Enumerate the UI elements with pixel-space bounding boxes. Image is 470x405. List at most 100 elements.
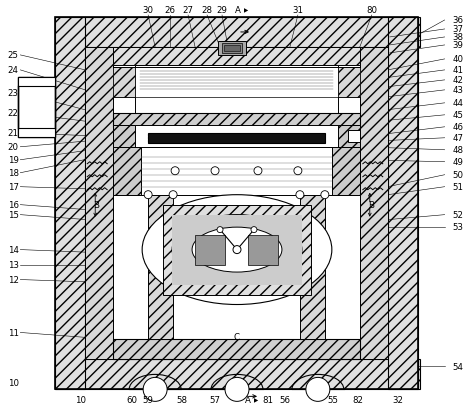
Bar — [218, 42, 246, 56]
Bar — [332, 147, 360, 195]
Bar — [55, 18, 85, 390]
Text: 18: 18 — [8, 169, 19, 178]
Text: ▶: ▶ — [244, 9, 248, 13]
Text: B: B — [93, 200, 99, 210]
Bar — [55, 18, 420, 48]
Text: 25: 25 — [8, 51, 19, 60]
Bar — [148, 134, 325, 143]
Text: 81: 81 — [262, 395, 274, 404]
Text: 41: 41 — [452, 66, 463, 75]
Text: 21: 21 — [8, 129, 19, 138]
Text: 36: 36 — [452, 17, 463, 26]
Text: 16: 16 — [8, 200, 19, 210]
Text: 28: 28 — [202, 6, 212, 15]
Text: 59: 59 — [143, 395, 154, 404]
Bar — [18, 128, 55, 137]
Bar — [113, 48, 360, 66]
Text: 29: 29 — [217, 6, 227, 15]
Text: 48: 48 — [452, 146, 463, 155]
Text: 50: 50 — [452, 171, 463, 180]
Text: 30: 30 — [142, 6, 154, 15]
Text: 53: 53 — [452, 223, 463, 232]
Circle shape — [144, 191, 152, 199]
Text: 51: 51 — [452, 183, 463, 192]
Bar — [113, 195, 360, 360]
Circle shape — [143, 377, 167, 401]
Bar — [18, 78, 55, 87]
Circle shape — [171, 167, 179, 175]
Text: 37: 37 — [452, 26, 463, 34]
Bar — [85, 48, 113, 360]
Text: 49: 49 — [452, 158, 463, 167]
Text: 40: 40 — [452, 55, 463, 64]
Circle shape — [251, 227, 257, 233]
Circle shape — [306, 377, 330, 401]
Bar — [113, 147, 141, 195]
Text: 56: 56 — [280, 395, 290, 404]
Text: 15: 15 — [8, 211, 19, 220]
Text: 31: 31 — [292, 6, 304, 15]
Text: 54: 54 — [452, 362, 463, 371]
Text: 38: 38 — [452, 33, 463, 43]
Text: 43: 43 — [452, 86, 463, 95]
Circle shape — [211, 167, 219, 175]
Text: 82: 82 — [352, 395, 363, 404]
Bar — [113, 126, 135, 147]
Text: 22: 22 — [8, 109, 19, 118]
Text: 58: 58 — [177, 395, 188, 404]
Bar — [148, 195, 173, 340]
Text: A: A — [235, 6, 241, 15]
Text: 55: 55 — [327, 395, 338, 404]
Bar — [113, 147, 360, 195]
Bar — [224, 46, 240, 52]
Bar — [113, 66, 360, 115]
Text: C: C — [234, 332, 240, 341]
Bar — [18, 78, 55, 137]
Bar — [172, 215, 302, 285]
Text: 44: 44 — [452, 99, 463, 108]
Text: 20: 20 — [8, 143, 19, 152]
Text: 57: 57 — [210, 395, 220, 404]
Circle shape — [296, 191, 304, 199]
Text: 23: 23 — [8, 89, 19, 98]
Ellipse shape — [172, 215, 302, 285]
Text: 52: 52 — [452, 211, 463, 220]
Bar — [113, 66, 135, 115]
Text: 47: 47 — [452, 134, 463, 143]
Circle shape — [321, 191, 329, 199]
Bar — [348, 130, 360, 143]
Bar — [163, 205, 311, 295]
Circle shape — [233, 246, 241, 254]
Bar — [55, 360, 420, 390]
Text: 12: 12 — [8, 275, 19, 284]
Circle shape — [225, 377, 249, 401]
Text: 45: 45 — [452, 111, 463, 120]
Circle shape — [294, 167, 302, 175]
Text: 17: 17 — [8, 183, 19, 192]
Ellipse shape — [192, 228, 282, 273]
Bar — [388, 18, 418, 390]
Text: 19: 19 — [8, 156, 19, 165]
Text: 11: 11 — [8, 328, 19, 337]
Circle shape — [217, 227, 223, 233]
Bar — [113, 340, 360, 360]
Text: 46: 46 — [452, 123, 463, 132]
Bar — [55, 18, 418, 390]
Bar — [360, 48, 388, 360]
Bar — [113, 126, 360, 147]
Text: 42: 42 — [452, 76, 463, 85]
Bar — [248, 235, 278, 265]
Text: 13: 13 — [8, 260, 19, 269]
Text: 24: 24 — [8, 66, 19, 75]
Text: 26: 26 — [164, 6, 176, 15]
Ellipse shape — [142, 195, 332, 305]
Bar — [338, 66, 360, 115]
Bar — [195, 235, 225, 265]
Text: 32: 32 — [392, 395, 403, 404]
Text: 80: 80 — [366, 6, 377, 15]
Text: 10: 10 — [75, 395, 86, 404]
Text: 27: 27 — [182, 6, 194, 15]
Bar — [300, 195, 325, 340]
Text: 10: 10 — [8, 378, 19, 387]
Bar — [113, 68, 135, 98]
